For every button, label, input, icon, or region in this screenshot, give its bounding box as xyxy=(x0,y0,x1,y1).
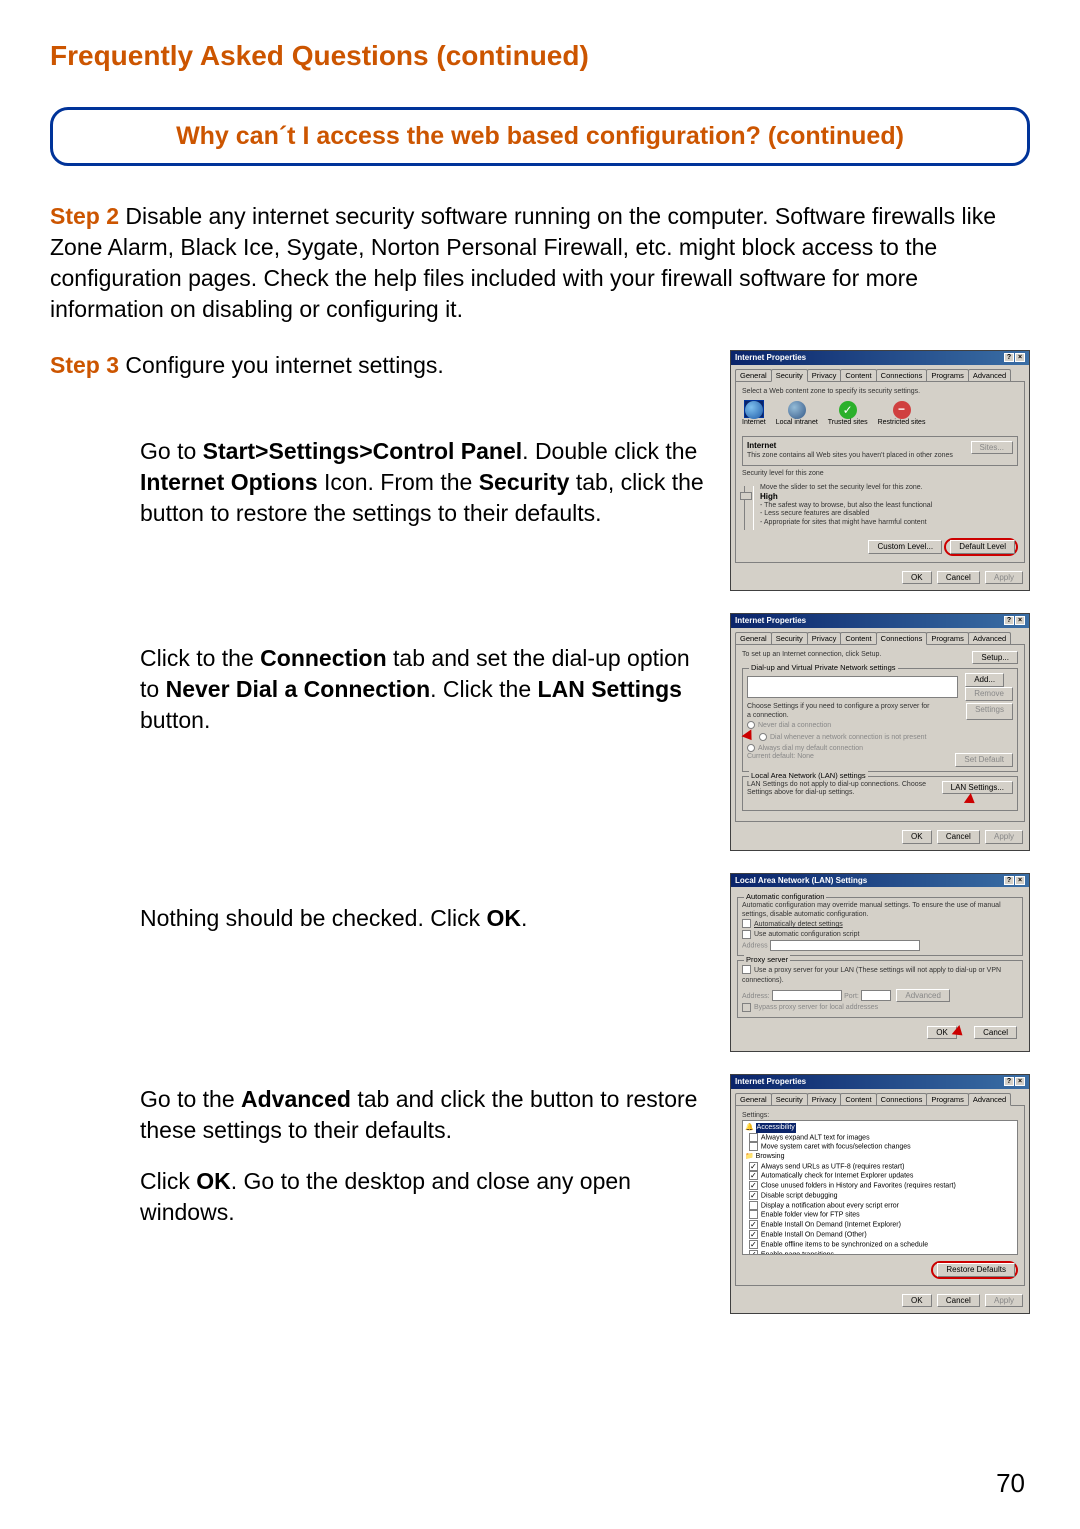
checkbox-auto-script[interactable] xyxy=(742,930,751,939)
tab-privacy[interactable]: Privacy xyxy=(807,632,842,644)
address-input[interactable] xyxy=(770,940,920,951)
cancel-button[interactable]: Cancel xyxy=(937,830,980,844)
cancel-button[interactable]: Cancel xyxy=(937,571,980,585)
screenshot-security-tab: Internet Properties ?× General Security … xyxy=(730,350,1030,591)
step3-paragraph2: Click to the Connection tab and set the … xyxy=(50,613,712,736)
step3-paragraph5: Click OK. Go to the desktop and close an… xyxy=(50,1146,712,1228)
apply-button[interactable]: Apply xyxy=(985,571,1023,585)
window-title: Local Area Network (LAN) Settings xyxy=(735,876,867,886)
tab-content[interactable]: Content xyxy=(840,632,876,644)
apply-button[interactable]: Apply xyxy=(985,830,1023,844)
radio-never-dial[interactable] xyxy=(747,721,755,729)
tab-programs[interactable]: Programs xyxy=(926,632,969,644)
help-icon[interactable]: ? xyxy=(1004,353,1014,362)
apply-button[interactable]: Apply xyxy=(985,1294,1023,1308)
sites-button[interactable]: Sites... xyxy=(971,441,1013,455)
zone-trusted[interactable]: ✓Trusted sites xyxy=(828,400,868,427)
window-title: Internet Properties xyxy=(735,616,806,626)
checkbox-auto-detect[interactable] xyxy=(742,919,751,928)
tab-advanced[interactable]: Advanced xyxy=(968,632,1011,644)
settings-tree[interactable]: 🔔 Accessibility Always expand ALT text f… xyxy=(742,1120,1018,1255)
tab-content[interactable]: Content xyxy=(840,1093,876,1105)
radio-always-dial[interactable] xyxy=(747,744,755,752)
cancel-button[interactable]: Cancel xyxy=(974,1026,1017,1040)
close-icon[interactable]: × xyxy=(1015,876,1025,885)
proxy-port-input[interactable] xyxy=(861,990,891,1001)
custom-level-button[interactable]: Custom Level... xyxy=(868,540,942,554)
question-box: Why can´t I access the web based configu… xyxy=(50,107,1030,166)
tab-connections[interactable]: Connections xyxy=(876,1093,928,1105)
step3-label: Step 3 xyxy=(50,352,119,378)
tab-general[interactable]: General xyxy=(735,1093,772,1105)
tab-connections[interactable]: Connections xyxy=(876,632,928,645)
tab-general[interactable]: General xyxy=(735,632,772,644)
tab-strip: General Security Privacy Content Connect… xyxy=(731,365,1029,381)
tab-content[interactable]: Content xyxy=(840,369,876,381)
tab-security[interactable]: Security xyxy=(771,369,808,382)
step2-paragraph: Step 2 Disable any internet security sof… xyxy=(50,201,1030,325)
tab-security[interactable]: Security xyxy=(771,632,808,644)
arrow-icon xyxy=(964,793,978,808)
tab-advanced[interactable]: Advanced xyxy=(968,1093,1011,1106)
dialup-list[interactable] xyxy=(747,676,958,698)
zone-restricted[interactable]: −Restricted sites xyxy=(878,400,926,427)
tab-security[interactable]: Security xyxy=(771,1093,808,1105)
help-icon[interactable]: ? xyxy=(1004,1077,1014,1086)
step3-paragraph4: Go to the Advanced tab and click the but… xyxy=(50,1074,712,1146)
screenshot-lan-settings: Local Area Network (LAN) Settings ?× Aut… xyxy=(730,873,1030,1053)
arrow-icon xyxy=(742,730,757,744)
help-icon[interactable]: ? xyxy=(1004,876,1014,885)
page-title: Frequently Asked Questions (continued) xyxy=(50,40,1030,72)
tab-advanced[interactable]: Advanced xyxy=(968,369,1011,381)
set-default-button[interactable]: Set Default xyxy=(955,753,1013,767)
default-level-button[interactable]: Default Level xyxy=(950,540,1015,554)
settings-button[interactable]: Settings xyxy=(966,703,1013,720)
tab-privacy[interactable]: Privacy xyxy=(807,369,842,381)
step3-paragraph1: Go to Start>Settings>Control Panel. Doub… xyxy=(50,406,712,529)
radio-dial-when[interactable] xyxy=(759,733,767,741)
cancel-button[interactable]: Cancel xyxy=(937,1294,980,1308)
checkbox-bypass[interactable] xyxy=(742,1003,751,1012)
step3-paragraph3: Nothing should be checked. Click OK. xyxy=(50,873,712,934)
zone-intranet[interactable]: Local intranet xyxy=(776,400,818,427)
question-text: Why can´t I access the web based configu… xyxy=(176,122,904,150)
tab-general[interactable]: General xyxy=(735,369,772,381)
step2-label: Step 2 xyxy=(50,203,119,229)
step3-intro: Step 3 Configure you internet settings. xyxy=(50,350,712,381)
ok-button[interactable]: OK xyxy=(902,1294,932,1308)
security-slider[interactable] xyxy=(744,486,754,530)
setup-button[interactable]: Setup... xyxy=(972,651,1018,665)
tab-programs[interactable]: Programs xyxy=(926,369,969,381)
window-title: Internet Properties xyxy=(735,1077,806,1087)
add-button[interactable]: Add... xyxy=(965,673,1004,687)
tab-programs[interactable]: Programs xyxy=(926,1093,969,1105)
close-icon[interactable]: × xyxy=(1015,616,1025,625)
restore-defaults-button[interactable]: Restore Defaults xyxy=(937,1263,1015,1277)
screenshot-advanced-tab: Internet Properties ?× General Security … xyxy=(730,1074,1030,1314)
tab-privacy[interactable]: Privacy xyxy=(807,1093,842,1105)
ok-button[interactable]: OK xyxy=(902,830,932,844)
ok-button[interactable]: OK xyxy=(902,571,932,585)
advanced-button[interactable]: Advanced xyxy=(896,989,950,1003)
help-icon[interactable]: ? xyxy=(1004,616,1014,625)
lan-settings-button[interactable]: LAN Settings... xyxy=(942,781,1013,795)
close-icon[interactable]: × xyxy=(1015,353,1025,362)
remove-button[interactable]: Remove xyxy=(965,687,1013,701)
tab-connections[interactable]: Connections xyxy=(876,369,928,381)
close-icon[interactable]: × xyxy=(1015,1077,1025,1086)
page-number: 70 xyxy=(996,1468,1025,1499)
window-title: Internet Properties xyxy=(735,353,806,363)
checkbox-proxy[interactable] xyxy=(742,965,751,974)
zone-internet[interactable]: Internet xyxy=(742,400,766,427)
screenshot-connections-tab: Internet Properties ?× General Security … xyxy=(730,613,1030,851)
proxy-address-input[interactable] xyxy=(772,990,842,1001)
